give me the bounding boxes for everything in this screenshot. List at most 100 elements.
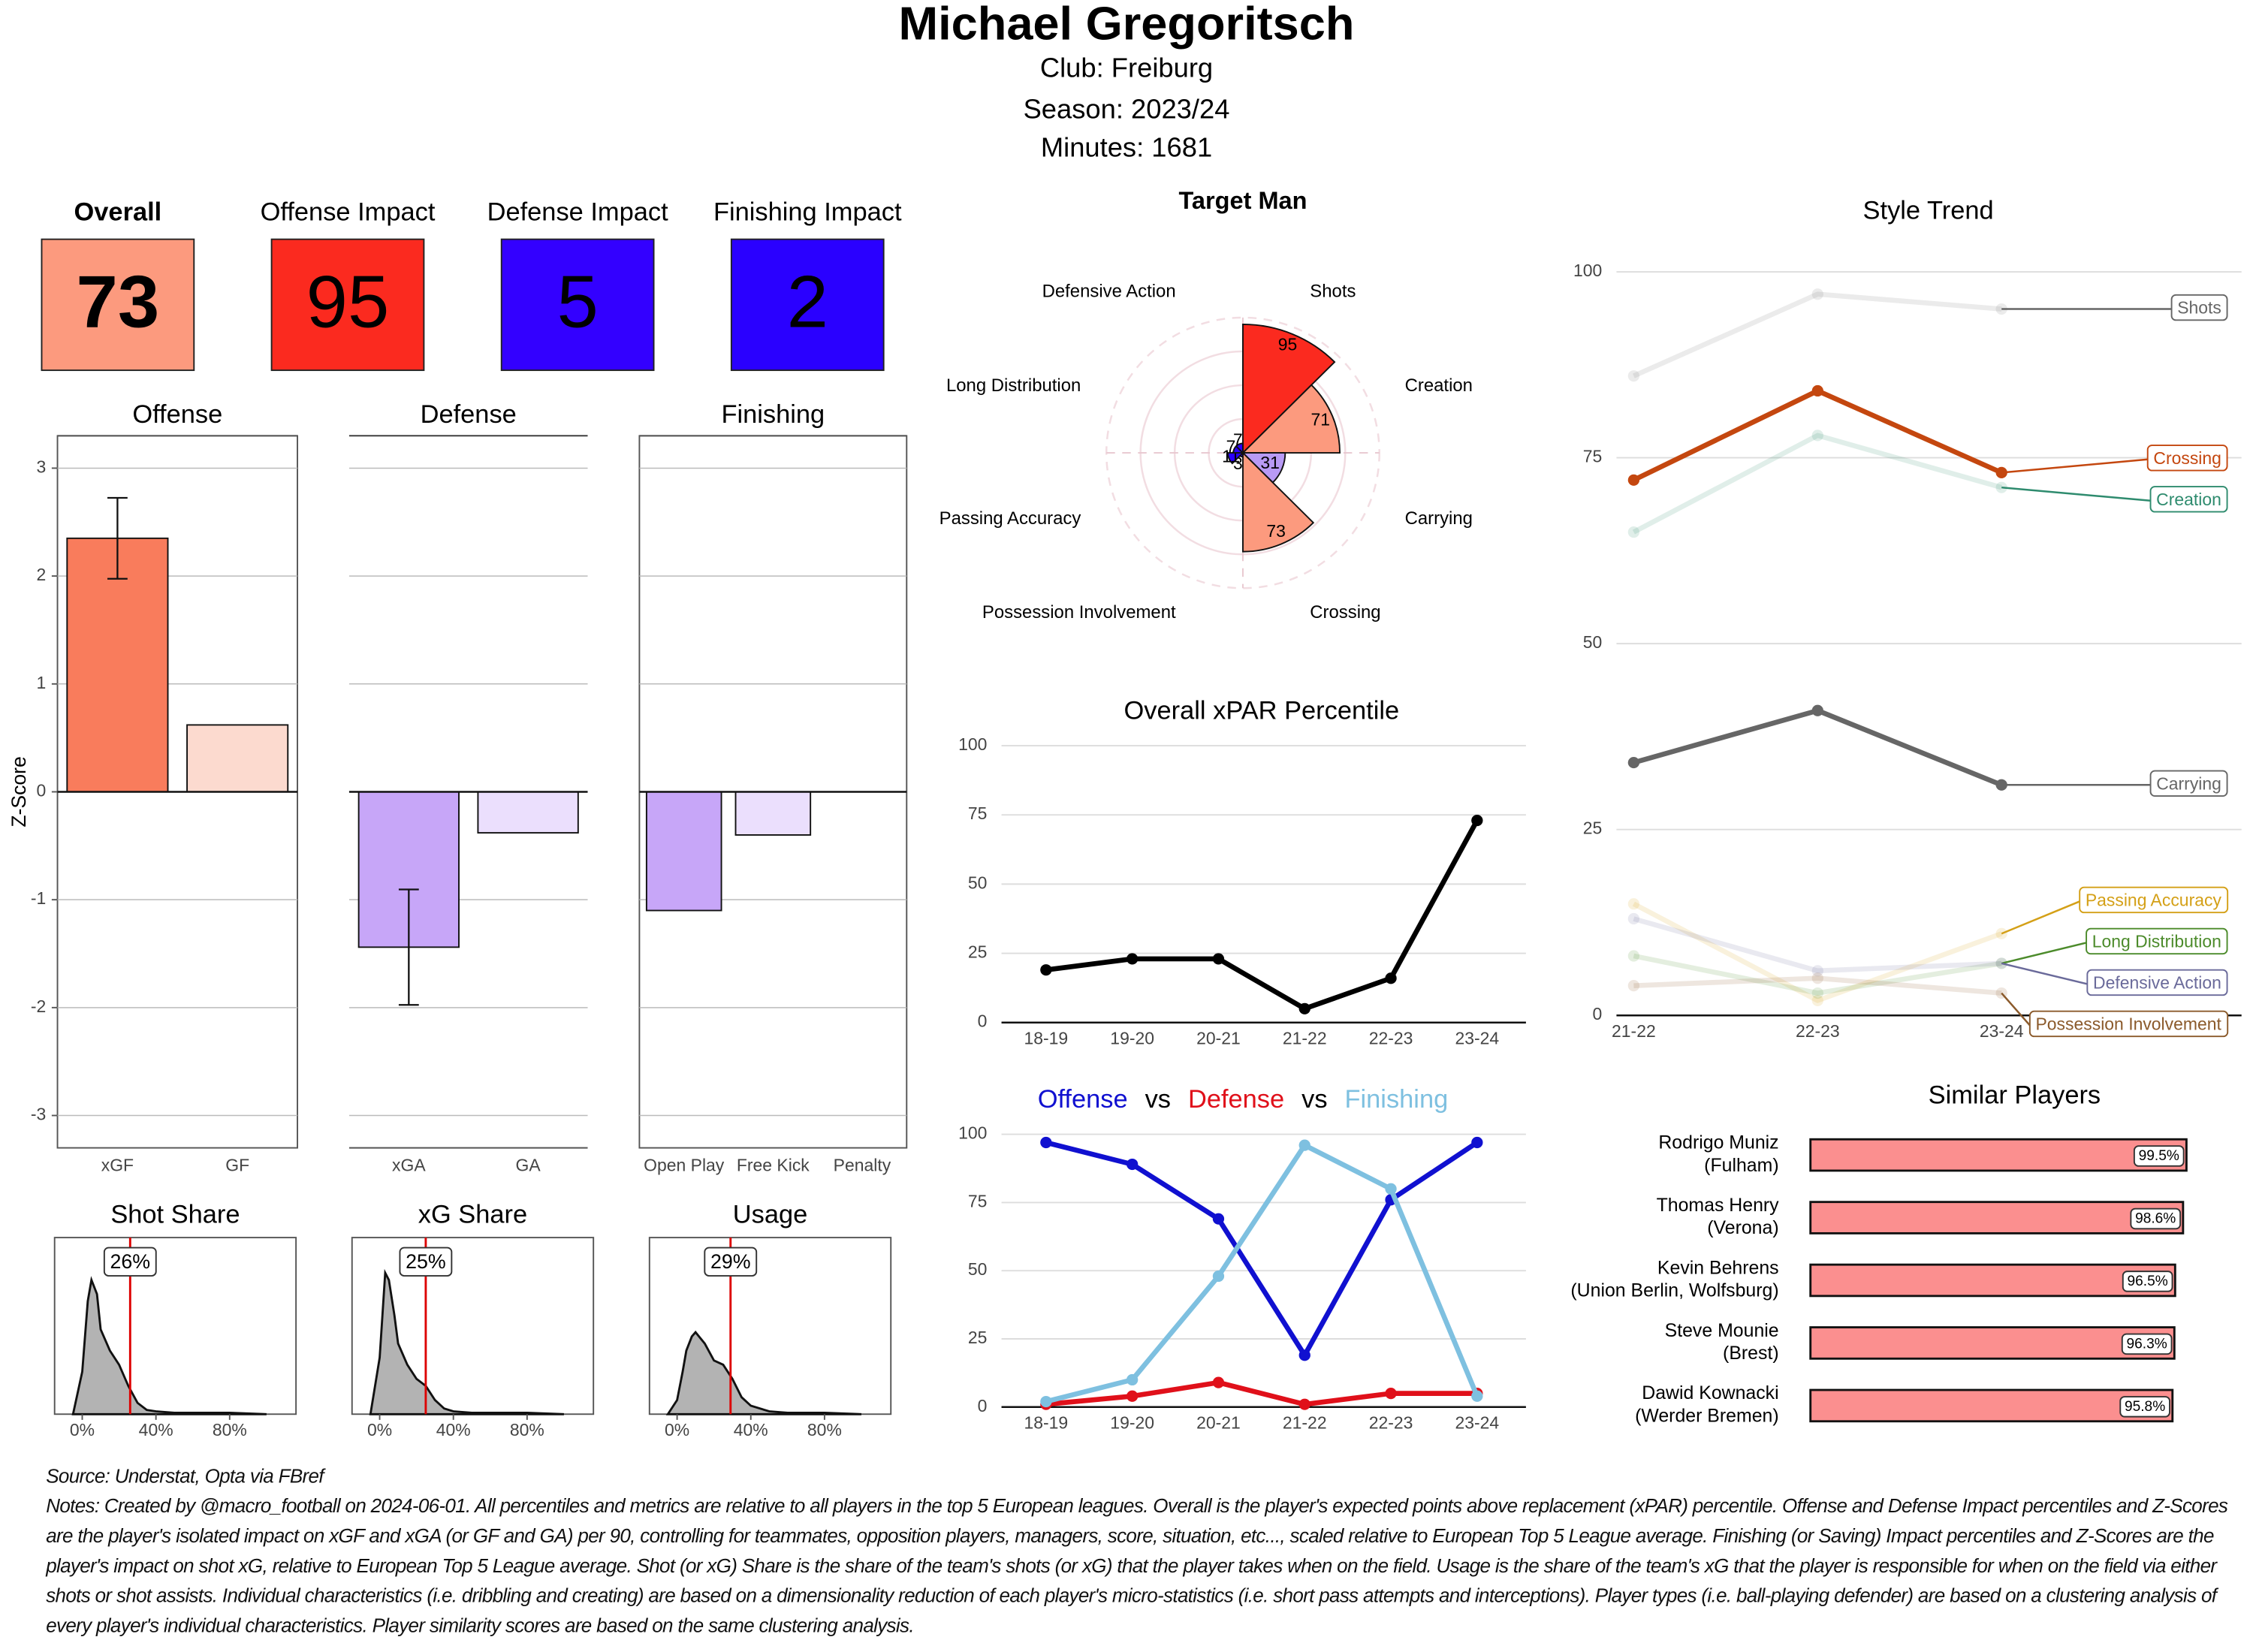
point	[1811, 987, 1823, 999]
point	[1471, 1390, 1483, 1402]
value-label-box	[2122, 1271, 2173, 1292]
point	[1627, 370, 1640, 382]
x-tick-label: 18-19	[1024, 1029, 1069, 1048]
card-value: 5	[556, 260, 598, 343]
panel-title: xG Share	[418, 1201, 527, 1229]
category-label: Possession Involvement	[982, 602, 1176, 623]
card-label: Finishing Impact	[713, 198, 902, 227]
panel-title: Defense	[421, 400, 517, 429]
value-label: 71	[1311, 410, 1331, 430]
point	[1040, 1136, 1052, 1149]
marker-label: 29%	[710, 1250, 751, 1273]
legend-entry: Defensive Action	[2093, 973, 2221, 993]
panel-title: Usage	[733, 1201, 807, 1229]
point	[1126, 1373, 1139, 1386]
legend-box	[2146, 445, 2228, 472]
x-tick-label: 22-23	[1369, 1029, 1413, 1048]
point	[1126, 953, 1139, 965]
point	[1212, 953, 1225, 965]
legend-box	[2086, 969, 2228, 996]
point	[1627, 898, 1640, 910]
season-line: Season: 2023/24	[1024, 94, 1230, 125]
value-label: 96.5%	[2128, 1274, 2168, 1289]
point	[1298, 1002, 1310, 1014]
x-tick-label: 19-20	[1110, 1413, 1154, 1433]
legend-box	[2170, 294, 2228, 321]
line	[1045, 819, 1479, 1011]
x-tick-label: 21-22	[1283, 1413, 1327, 1433]
line	[1633, 975, 2002, 996]
x-tick-label: Penalty	[834, 1155, 891, 1174]
y-tick-label: 50	[1583, 632, 1603, 652]
x-tick-label: 23-24	[1455, 1029, 1499, 1048]
title-separator: vs	[1145, 1085, 1171, 1114]
card-box	[270, 238, 425, 372]
footer: Source: Understat, Opta via FBref Notes:…	[46, 1461, 2230, 1641]
leader-line	[2001, 486, 2151, 502]
point	[1298, 1139, 1310, 1151]
point	[1811, 704, 1823, 716]
leader-line	[2001, 900, 2080, 935]
point	[1126, 1390, 1139, 1402]
polar-bar	[1241, 384, 1341, 454]
value-label: 73	[1266, 521, 1286, 541]
x-tick-label: 20-21	[1196, 1413, 1241, 1433]
point	[1385, 1183, 1397, 1195]
card-label: Defense Impact	[487, 198, 669, 227]
leader-line	[2001, 992, 2031, 1026]
y-tick-label: 75	[1583, 447, 1603, 466]
point	[1811, 430, 1823, 442]
category-label: Shots	[1310, 282, 1356, 302]
x-tick-label: 40%	[139, 1420, 173, 1439]
y-tick-label: 1	[36, 673, 46, 692]
player-name: Kevin Behrens	[1657, 1258, 1779, 1278]
point	[1811, 965, 1823, 977]
x-tick-label: 19-20	[1110, 1029, 1154, 1048]
y-tick-label: 25	[968, 942, 988, 962]
line	[1633, 707, 2003, 788]
line	[1633, 291, 2002, 378]
y-tick-label: -3	[31, 1105, 46, 1124]
bar	[645, 791, 722, 912]
chart-title: Similar Players	[1929, 1081, 2101, 1109]
legend-box	[2079, 886, 2229, 914]
value-label: 7	[1233, 430, 1243, 449]
legend-entry: Crossing	[2153, 448, 2221, 468]
x-tick-label: xGA	[392, 1155, 426, 1174]
legend-box	[2086, 927, 2228, 955]
density-area	[369, 1268, 564, 1415]
leader-line	[2001, 942, 2087, 965]
polar-bar	[1242, 323, 1336, 455]
player-name: Steve Mounie	[1665, 1321, 1779, 1341]
point	[1385, 972, 1397, 984]
x-tick-label: 80%	[213, 1420, 247, 1439]
marker-label-box	[103, 1247, 157, 1277]
notes: Notes: Created by @macro_football on 202…	[46, 1495, 2228, 1637]
x-tick-label: 40%	[436, 1420, 471, 1439]
minutes-line: Minutes: 1681	[1041, 132, 1212, 163]
legend-entry: Finishing	[1344, 1085, 1448, 1114]
player-club: (Verona)	[1707, 1218, 1778, 1238]
player-club: (Fulham)	[1704, 1156, 1778, 1176]
point	[1471, 815, 1483, 827]
x-tick-label: 0%	[70, 1420, 95, 1439]
leader-line	[2001, 962, 2088, 985]
point	[1212, 1270, 1225, 1283]
source: Source: Understat, Opta via FBref	[46, 1465, 324, 1487]
density-area	[71, 1276, 267, 1415]
x-tick-label: 22-23	[1796, 1021, 1840, 1041]
x-tick-label: 0%	[367, 1420, 392, 1439]
card-box	[41, 238, 195, 372]
x-tick-label: 23-24	[1455, 1413, 1499, 1433]
legend-entry: Carrying	[2156, 773, 2221, 793]
point	[1811, 384, 1823, 397]
marker-label-box	[704, 1247, 758, 1277]
line	[1045, 1140, 1479, 1358]
polar-bar	[1242, 451, 1315, 553]
polar-bar	[1235, 442, 1244, 455]
x-tick-label: 18-19	[1024, 1413, 1069, 1433]
x-tick-label: 23-24	[1980, 1021, 2024, 1041]
y-axis-label: Z-Score	[8, 756, 30, 827]
marker-label-box	[399, 1247, 453, 1277]
